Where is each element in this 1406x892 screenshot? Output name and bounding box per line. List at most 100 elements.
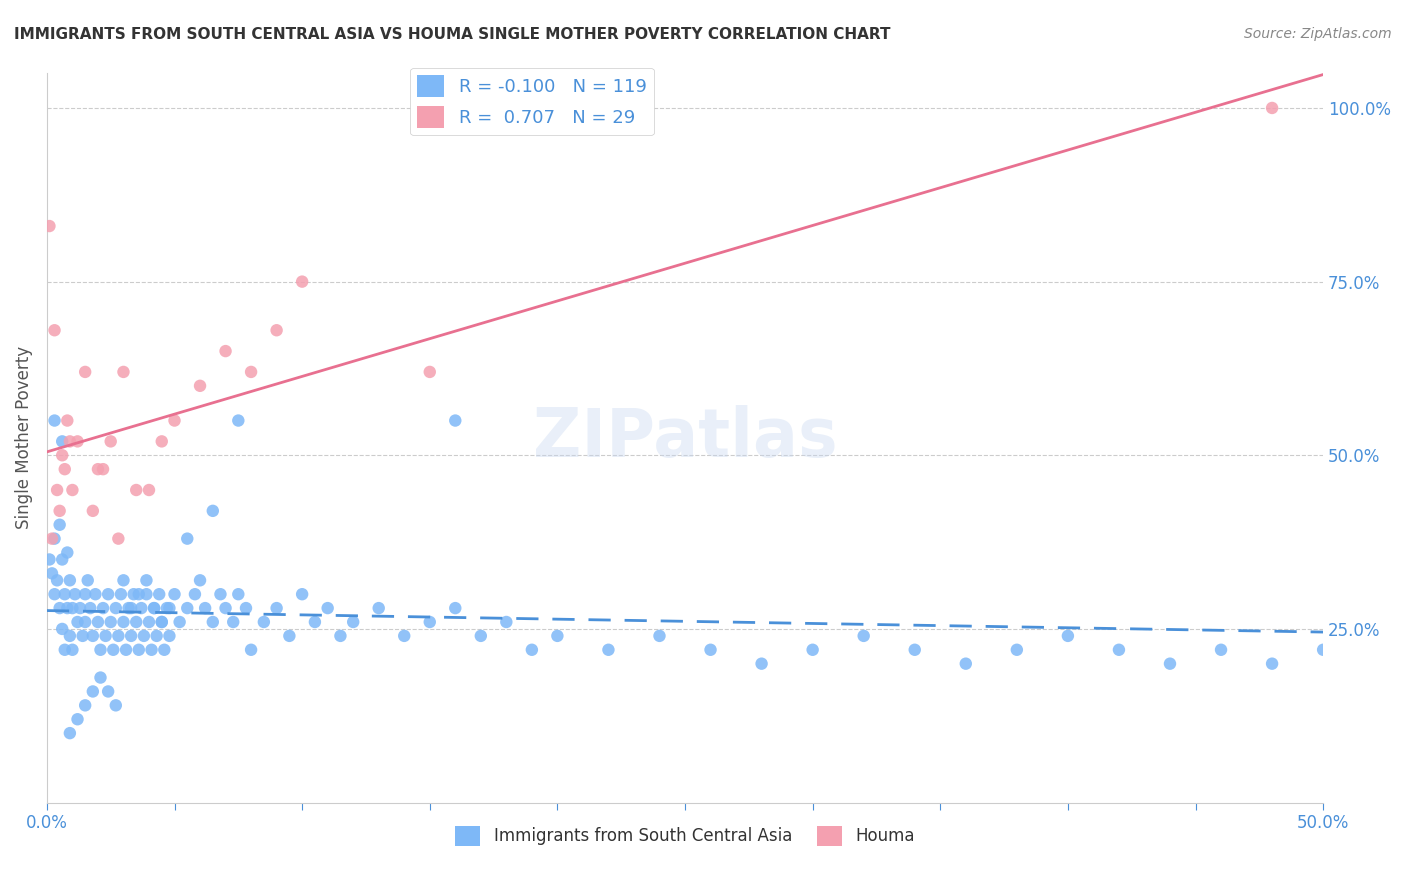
Point — [266, 323, 288, 337]
Point — [495, 615, 517, 629]
Point — [367, 601, 389, 615]
Point — [53, 587, 76, 601]
Point — [342, 615, 364, 629]
Point — [214, 344, 236, 359]
Point — [82, 504, 104, 518]
Point — [153, 642, 176, 657]
Point — [97, 684, 120, 698]
Point — [131, 601, 153, 615]
Point — [291, 275, 314, 289]
Point — [240, 365, 263, 379]
Point — [135, 587, 157, 601]
Point — [87, 615, 110, 629]
Point — [169, 615, 191, 629]
Point — [66, 615, 89, 629]
Point — [138, 615, 160, 629]
Text: Source: ZipAtlas.com: Source: ZipAtlas.com — [1244, 27, 1392, 41]
Point — [75, 698, 97, 713]
Point — [201, 615, 224, 629]
Point — [89, 642, 111, 657]
Point — [955, 657, 977, 671]
Point — [1005, 642, 1028, 657]
Point — [150, 434, 173, 449]
Point — [444, 413, 467, 427]
Point — [91, 462, 114, 476]
Point — [143, 601, 166, 615]
Point — [89, 671, 111, 685]
Point — [48, 504, 70, 518]
Point — [63, 587, 86, 601]
Point — [176, 532, 198, 546]
Point — [143, 601, 166, 615]
Point — [112, 365, 135, 379]
Point — [176, 601, 198, 615]
Point — [598, 642, 620, 657]
Point — [66, 712, 89, 726]
Point — [38, 552, 60, 566]
Point — [59, 434, 82, 449]
Point — [103, 642, 125, 657]
Point — [125, 615, 148, 629]
Point — [419, 365, 441, 379]
Point — [128, 587, 150, 601]
Point — [546, 629, 568, 643]
Point — [135, 574, 157, 588]
Point — [44, 323, 66, 337]
Point — [100, 434, 122, 449]
Point — [41, 566, 63, 581]
Point — [53, 462, 76, 476]
Point — [44, 532, 66, 546]
Point — [41, 532, 63, 546]
Point — [1312, 642, 1334, 657]
Point — [751, 657, 773, 671]
Point — [104, 601, 127, 615]
Point — [122, 587, 145, 601]
Point — [125, 483, 148, 497]
Point — [51, 448, 73, 462]
Point — [56, 601, 79, 615]
Point — [184, 587, 207, 601]
Point — [1057, 629, 1080, 643]
Point — [84, 587, 107, 601]
Point — [188, 379, 211, 393]
Point — [150, 615, 173, 629]
Point — [87, 462, 110, 476]
Point — [48, 601, 70, 615]
Point — [62, 601, 84, 615]
Point — [75, 615, 97, 629]
Point — [100, 615, 122, 629]
Point — [46, 574, 69, 588]
Point — [97, 587, 120, 601]
Point — [72, 629, 94, 643]
Point — [82, 629, 104, 643]
Point — [148, 587, 170, 601]
Point — [44, 413, 66, 427]
Point — [51, 434, 73, 449]
Text: IMMIGRANTS FROM SOUTH CENTRAL ASIA VS HOUMA SINGLE MOTHER POVERTY CORRELATION CH: IMMIGRANTS FROM SOUTH CENTRAL ASIA VS HO… — [14, 27, 890, 42]
Point — [444, 601, 467, 615]
Point — [904, 642, 927, 657]
Point — [394, 629, 416, 643]
Point — [46, 483, 69, 497]
Point — [56, 545, 79, 559]
Point — [222, 615, 245, 629]
Point — [188, 574, 211, 588]
Point — [141, 642, 163, 657]
Point — [150, 615, 173, 629]
Point — [79, 601, 101, 615]
Point — [44, 587, 66, 601]
Point — [228, 413, 250, 427]
Point — [75, 365, 97, 379]
Point — [1261, 101, 1284, 115]
Point — [62, 483, 84, 497]
Point — [801, 642, 824, 657]
Point — [120, 629, 142, 643]
Point — [852, 629, 875, 643]
Point — [104, 698, 127, 713]
Point — [201, 504, 224, 518]
Point — [163, 587, 186, 601]
Point — [128, 642, 150, 657]
Point — [120, 601, 142, 615]
Point — [59, 574, 82, 588]
Point — [1209, 642, 1232, 657]
